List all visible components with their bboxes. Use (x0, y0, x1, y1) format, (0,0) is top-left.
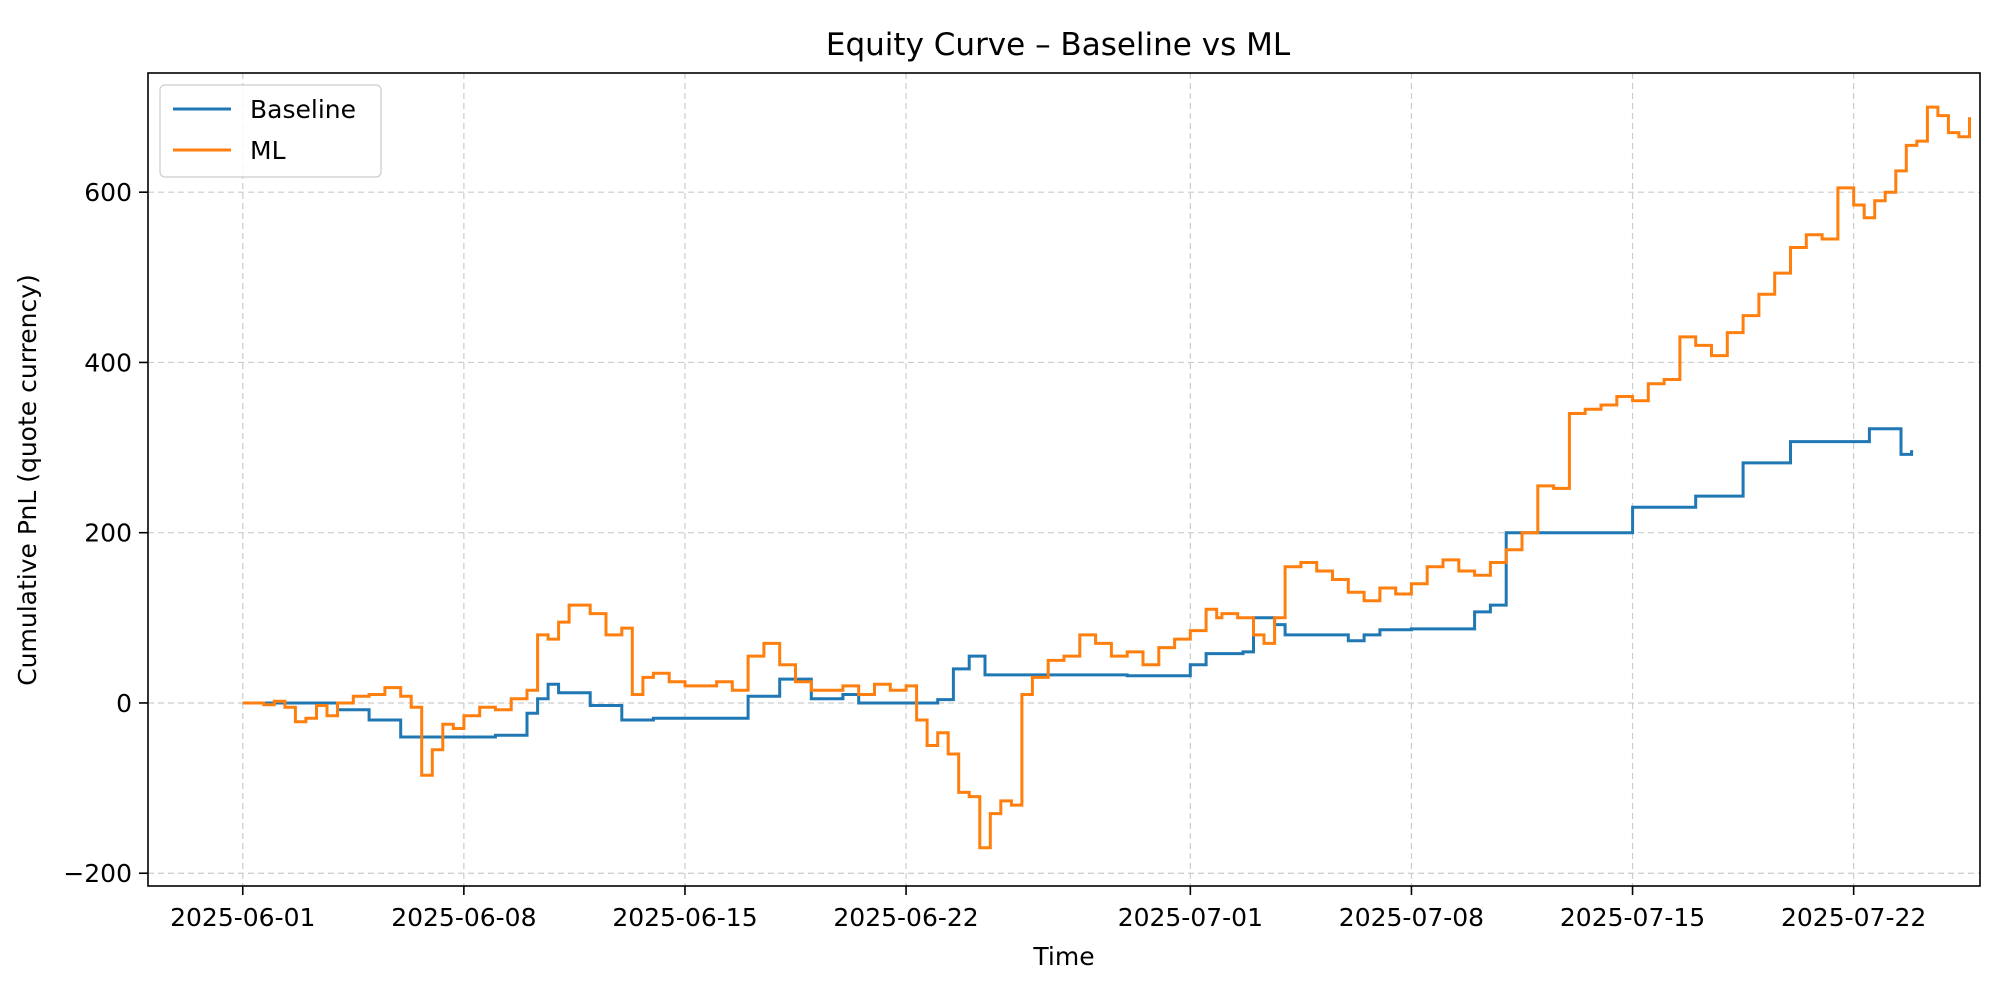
y-tick-label: 200 (84, 519, 132, 548)
chart-legend: Baseline ML (159, 84, 382, 178)
x-tick-label: 2025-06-22 (833, 903, 978, 932)
chart-title: Equity Curve – Baseline vs ML (826, 27, 1291, 63)
y-axis-label: Cumulative PnL (quote currency) (13, 274, 42, 686)
x-tick-label: 2025-07-01 (1118, 903, 1263, 932)
x-tick-label: 2025-07-22 (1781, 903, 1926, 932)
y-tick-label: −200 (63, 859, 132, 888)
legend-label-ml: ML (250, 136, 286, 165)
y-tick-label: 0 (116, 689, 132, 718)
chart-grid (148, 73, 1980, 886)
x-tick-label: 2025-06-01 (170, 903, 315, 932)
series-line-ml (242, 105, 1971, 850)
legend-label-baseline: Baseline (250, 95, 356, 124)
x-axis: 2025-06-01 2025-06-08 2025-06-15 2025-06-22… (170, 886, 1926, 932)
y-tick-label: 400 (84, 348, 132, 377)
y-tick-label: 600 (84, 178, 132, 207)
plot-frame (147, 72, 1981, 887)
x-tick-label: 2025-06-15 (612, 903, 757, 932)
x-axis-label: Time (1032, 942, 1094, 971)
x-tick-label: 2025-07-08 (1339, 903, 1484, 932)
y-axis: −200 0 200 400 600 (63, 178, 148, 888)
series-line-baseline (242, 427, 1914, 739)
x-tick-label: 2025-06-08 (391, 903, 536, 932)
x-tick-label: 2025-07-15 (1560, 903, 1705, 932)
series-layer (242, 105, 1971, 850)
